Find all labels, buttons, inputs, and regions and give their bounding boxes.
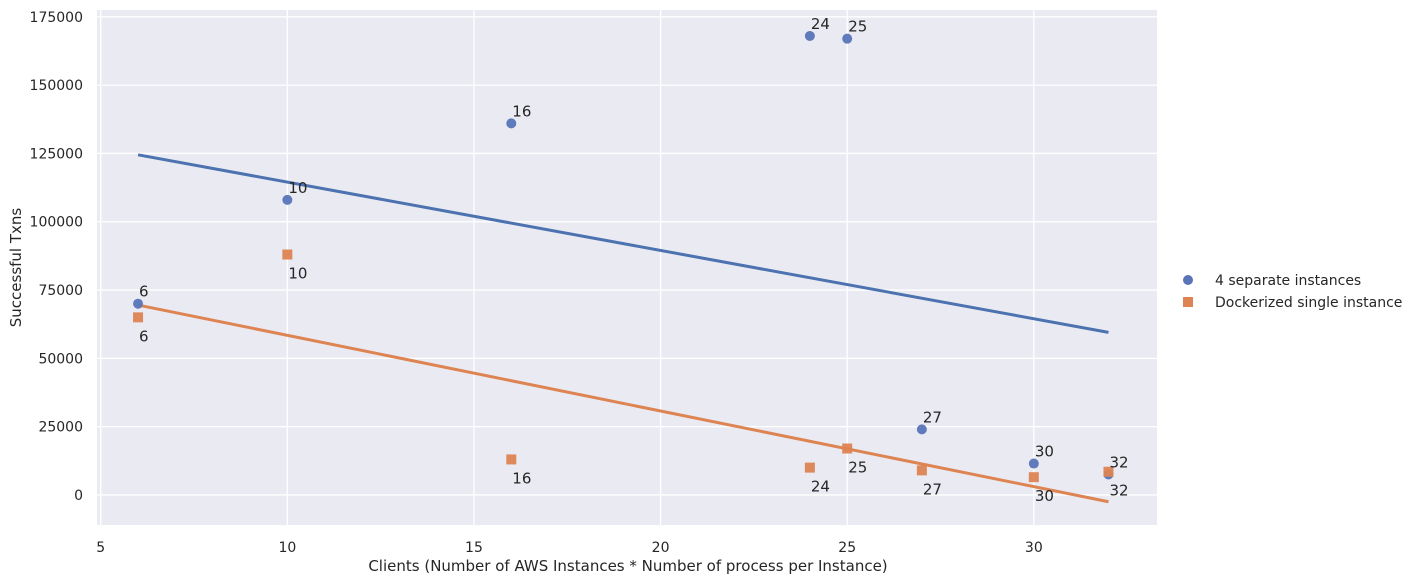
data-point-circle [1028,458,1039,469]
data-label: 10 [288,265,307,283]
plot-background [97,10,1157,525]
x-tick-label: 25 [838,540,856,556]
y-tick-label: 100000 [30,215,83,231]
data-point-square [804,462,815,473]
x-tick-label: 30 [1025,540,1043,556]
data-point-square [916,465,927,476]
data-point-circle [842,33,853,44]
data-point-square [1028,472,1039,483]
y-axis-title: Successful Txns [7,208,25,328]
x-tick-label: 20 [652,540,670,556]
data-label: 10 [288,179,307,197]
data-label: 27 [923,408,942,426]
data-point-circle [916,424,927,435]
y-tick-label: 150000 [30,78,83,94]
x-axis-title: Clients (Number of AWS Instances * Numbe… [368,557,887,575]
data-label: 6 [139,283,149,301]
legend-marker-circle [1183,275,1193,285]
data-point-square [282,249,293,260]
data-point-square [133,312,144,323]
legend-marker-square [1183,297,1193,307]
legend-label: Dockerized single instance [1215,295,1402,311]
legend-label: 4 separate instances [1215,273,1361,289]
y-tick-label: 75000 [38,283,83,299]
data-label: 30 [1035,487,1054,505]
data-label: 32 [1109,453,1128,471]
y-tick-label: 125000 [30,146,83,162]
y-tick-label: 175000 [30,10,83,26]
data-label: 27 [923,480,942,498]
data-point-square [1103,466,1114,477]
data-point-circle [133,298,144,309]
data-point-circle [282,194,293,205]
data-label: 6 [139,327,149,345]
data-label: 16 [512,469,531,487]
data-point-circle [506,118,517,129]
data-label: 30 [1035,443,1054,461]
x-tick-label: 10 [278,540,296,556]
x-tick-label: 15 [465,540,483,556]
trendline-series-1 [137,303,1109,504]
data-label: 25 [848,459,867,477]
data-point-circle [804,30,815,41]
y-tick-label: 50000 [38,351,83,367]
y-tick-label: 25000 [38,420,83,436]
data-point-square [842,443,853,454]
trendline-series-0 [137,153,1109,334]
data-label: 24 [811,15,830,33]
data-label: 25 [848,18,867,36]
data-label: 32 [1109,482,1128,500]
y-tick-label: 0 [74,488,83,504]
data-point-square [506,454,517,465]
data-label: 24 [811,478,830,496]
x-tick-label: 5 [96,540,105,556]
data-label: 16 [512,102,531,120]
